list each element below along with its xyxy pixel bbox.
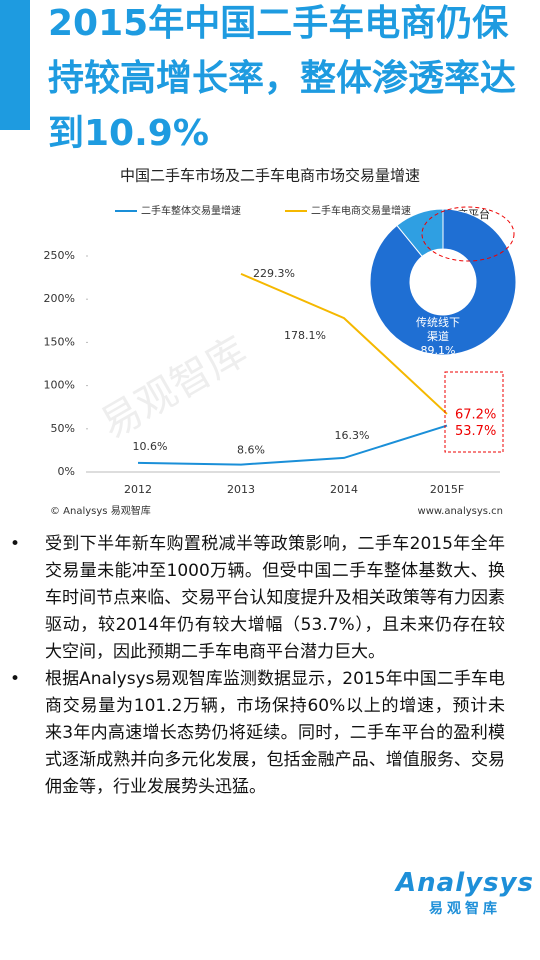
series-line: [240, 272, 448, 415]
data-label: 16.3%: [335, 429, 370, 442]
accent-bar: [0, 0, 30, 130]
source: © Analysys 易观智库: [50, 504, 151, 517]
legend-label: 二手车整体交易量增速: [141, 204, 241, 217]
y-tick-label: 250%: [44, 249, 75, 262]
y-tick-label: 100%: [44, 379, 75, 392]
legend-label: 二手车电商交易量增速: [311, 204, 411, 217]
data-label: 67.2%: [455, 407, 496, 422]
y-tick-label: 0%: [58, 465, 75, 478]
data-label: 8.6%: [237, 444, 265, 457]
highlight-box: [444, 371, 504, 453]
logo-name: 易观智库: [429, 901, 501, 917]
data-label: 10.6%: [133, 440, 168, 453]
pie-label-text: 传统线下渠道: [416, 316, 460, 343]
x-tick-label: 2013: [227, 483, 255, 496]
bullet: 根据Analysys易观智库监测数据显示，2015年中国二手车电商交易量为101…: [0, 666, 505, 801]
x-tick-label: 2012: [124, 483, 152, 496]
x-tick-label: 2015F: [430, 483, 464, 496]
chart: 中国二手车市场及二手车电商市场交易量增速 易观智库 © Analysys 易观智…: [44, 167, 517, 517]
data-label: 53.7%: [455, 424, 496, 439]
bullet-list: 受到下半年新车购置税减半等政策影响，二手车2015年全年交易量未能冲至1000万…: [0, 531, 540, 801]
chart-title: 中国二手车市场及二手车电商市场交易量增速: [120, 167, 420, 185]
logo-brand: Analysys: [396, 868, 534, 898]
website: www.analysys.cn: [418, 506, 503, 517]
x-tick-label: 2014: [330, 483, 358, 496]
logo: Analysys 易观智库: [395, 868, 535, 918]
data-label: 229.3%: [253, 267, 295, 280]
data-label: 178.1%: [284, 329, 326, 342]
y-tick-label: 150%: [44, 335, 75, 348]
bullet: 受到下半年新车购置税减半等政策影响，二手车2015年全年交易量未能冲至1000万…: [0, 531, 505, 666]
pie-label-text: 89.1%: [420, 344, 456, 357]
watermark: 易观智库: [93, 328, 255, 448]
y-tick-label: 50%: [51, 422, 75, 435]
pie-slice: [369, 208, 517, 356]
y-tick-label: 200%: [44, 292, 75, 305]
series-line: [137, 424, 448, 466]
highlight-ellipse: [421, 206, 515, 262]
title: 2015年中国二手车电商仍保持较高增长率，整体渗透率达到10.9%: [48, 3, 517, 154]
